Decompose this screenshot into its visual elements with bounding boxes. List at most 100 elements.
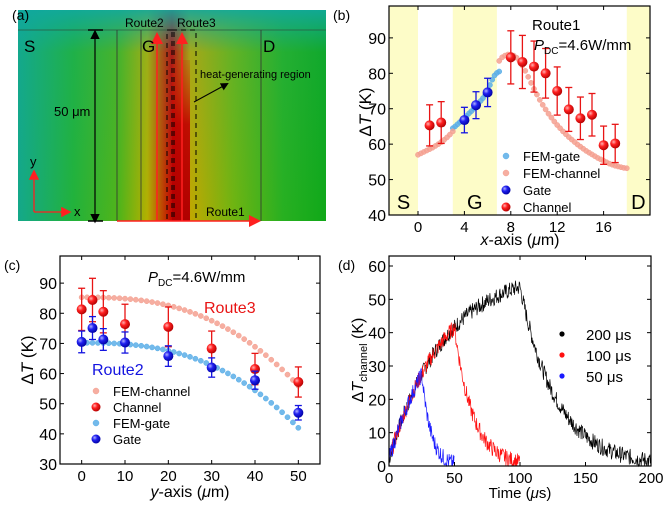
- fem-point: [246, 339, 253, 346]
- data-points: [424, 30, 621, 165]
- plot-frame: [388, 5, 651, 216]
- x-tick-label: 20: [160, 468, 177, 485]
- y-tick-label: 40: [368, 326, 386, 343]
- drain-label: D: [263, 37, 275, 56]
- legend-label: 50 μs: [586, 369, 623, 386]
- panel-b: S G D 0 4 8 12 16 40 50 60 70 80 90 FEM-gate FEM-chan…: [333, 5, 651, 249]
- y-axis-label: y: [30, 154, 37, 169]
- x-tick-label: 10: [117, 468, 134, 485]
- y-tick-label: 70: [39, 336, 57, 353]
- y-tick-label: 10: [368, 426, 386, 443]
- y-tick-label: 0: [377, 459, 386, 476]
- fem-point: [111, 340, 118, 347]
- heatmap-hotspot: [172, 60, 190, 221]
- fem-point: [273, 361, 280, 368]
- fem-point: [235, 332, 242, 339]
- x-tick-label: 50: [446, 470, 463, 487]
- data-point: [459, 115, 470, 126]
- fem-point: [138, 297, 145, 304]
- fem-point: [225, 326, 231, 332]
- fem-point: [284, 371, 291, 378]
- data-point: [575, 113, 586, 124]
- fem-point: [143, 298, 150, 305]
- trace-lines: [388, 280, 652, 468]
- fem-point: [122, 295, 128, 302]
- x-tick-label: 0: [77, 468, 85, 485]
- fem-point: [290, 419, 296, 426]
- fem-point: [208, 317, 215, 324]
- fem-point: [257, 391, 264, 398]
- data-point: [529, 61, 539, 72]
- fem-point: [105, 294, 112, 301]
- data-point: [163, 321, 174, 332]
- legend-label: FEM-channel: [523, 166, 600, 181]
- plot-frame: [59, 255, 321, 465]
- route1-label: Route1: [206, 205, 245, 219]
- data-point: [293, 377, 304, 388]
- fem-point: [138, 342, 145, 349]
- heat-region-pointer: [193, 83, 229, 103]
- x-tick-label: 30: [203, 468, 220, 485]
- data-point: [206, 362, 217, 373]
- fem-point: [149, 344, 155, 351]
- fem-point: [449, 128, 456, 135]
- fem-point: [241, 380, 248, 386]
- fem-point: [192, 310, 199, 317]
- fem-point: [252, 343, 258, 350]
- x-tick-label: 0: [414, 219, 422, 236]
- data-point: [540, 68, 551, 79]
- region-label: D: [631, 192, 645, 214]
- y-tick-label: 80: [368, 66, 386, 83]
- fem-point: [197, 313, 204, 319]
- fem-point: [127, 296, 134, 302]
- annot-sub: DC: [544, 46, 558, 57]
- data-point: [471, 100, 481, 111]
- fem-point: [279, 366, 285, 373]
- legend-marker: [91, 434, 101, 444]
- data-point: [436, 117, 447, 128]
- fem-point: [89, 340, 96, 346]
- y-tick-label: 70: [368, 102, 386, 119]
- fem-point: [542, 106, 549, 113]
- fem-point: [548, 114, 555, 121]
- legend-label: 100 μs: [586, 348, 631, 365]
- legend-label: FEM-channel: [113, 384, 190, 399]
- fem-point: [176, 305, 183, 312]
- fem-point: [192, 355, 199, 362]
- fem-point: [536, 97, 543, 103]
- fem-point: [262, 395, 269, 402]
- gate-label: G: [142, 37, 155, 56]
- x-tick-label: 50: [290, 468, 307, 485]
- fem-point: [187, 309, 193, 315]
- data-point: [482, 87, 493, 98]
- fem-point: [545, 110, 552, 117]
- data-point: [250, 375, 260, 386]
- data-point: [76, 336, 87, 347]
- fem-point: [279, 409, 285, 416]
- x-axis-title: y-axis (μm): [150, 484, 230, 501]
- y-tick-label: 40: [368, 208, 386, 225]
- x-tick-label: 0: [385, 470, 393, 487]
- y-axis-title: ΔΔTTchannel (K): [350, 318, 370, 403]
- route2-label: Route2: [125, 16, 164, 30]
- fem-point: [534, 91, 540, 98]
- fem-point: [230, 329, 237, 336]
- x-tick-label: 150: [573, 470, 598, 487]
- fem-point: [92, 387, 100, 395]
- fem-point: [257, 348, 264, 354]
- fem-point: [214, 320, 220, 327]
- region-label: G: [467, 192, 483, 214]
- fem-point: [197, 357, 204, 364]
- fem-point: [623, 165, 630, 172]
- fem-point: [241, 336, 248, 342]
- y-tick-label: 30: [39, 457, 57, 474]
- annot-sub: DC: [158, 278, 172, 289]
- x-axis-label: x: [74, 204, 81, 219]
- panel-c: 0 10 20 30 40 50 30 40 50 60 70 80 90 FEM-channelCha…: [4, 255, 321, 501]
- region-s: [389, 6, 418, 215]
- legend-label: Gate: [523, 183, 551, 198]
- fem-point: [132, 296, 139, 303]
- data-point: [76, 304, 87, 315]
- power-annotation: PDC=4.6W/mm: [534, 37, 631, 57]
